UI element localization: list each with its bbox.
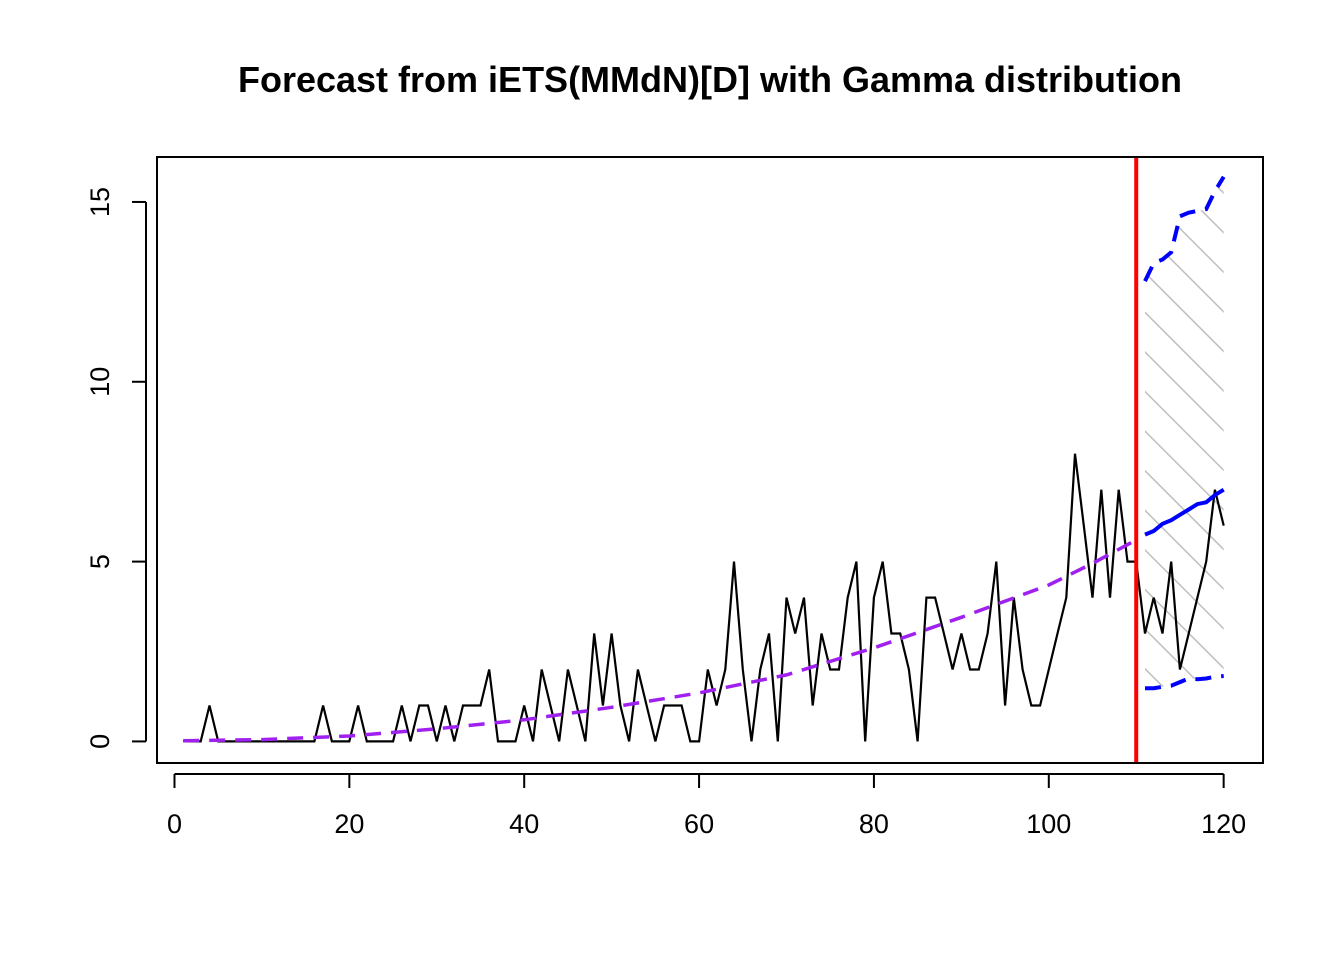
x-tick-label: 20 xyxy=(334,809,364,839)
y-tick-label: 0 xyxy=(85,734,115,749)
chart-title: Forecast from iETS(MMdN)[D] with Gamma d… xyxy=(238,59,1182,100)
plot-area xyxy=(183,157,1226,763)
series-fitted-line xyxy=(183,538,1138,743)
x-tick-label: 120 xyxy=(1201,809,1246,839)
axes: 0 20 40 60 80 100 120 0 5 10 15 xyxy=(85,156,1264,839)
series-point-forecast-line xyxy=(1144,487,1225,537)
x-tick-label: 0 xyxy=(167,809,182,839)
y-tick-label: 5 xyxy=(85,554,115,569)
x-tick-label: 60 xyxy=(684,809,714,839)
prediction-interval-hatch xyxy=(1145,176,1224,689)
x-tick-label: 40 xyxy=(509,809,539,839)
series-upper-bound-line xyxy=(1143,175,1226,282)
plot-frame xyxy=(156,156,1264,764)
x-tick-label: 80 xyxy=(859,809,889,839)
y-tick-label: 10 xyxy=(85,367,115,397)
x-tick-label: 100 xyxy=(1026,809,1071,839)
y-tick-label: 15 xyxy=(85,187,115,217)
series-actual-line xyxy=(183,453,1225,743)
series-lower-bound-line xyxy=(1145,674,1224,691)
